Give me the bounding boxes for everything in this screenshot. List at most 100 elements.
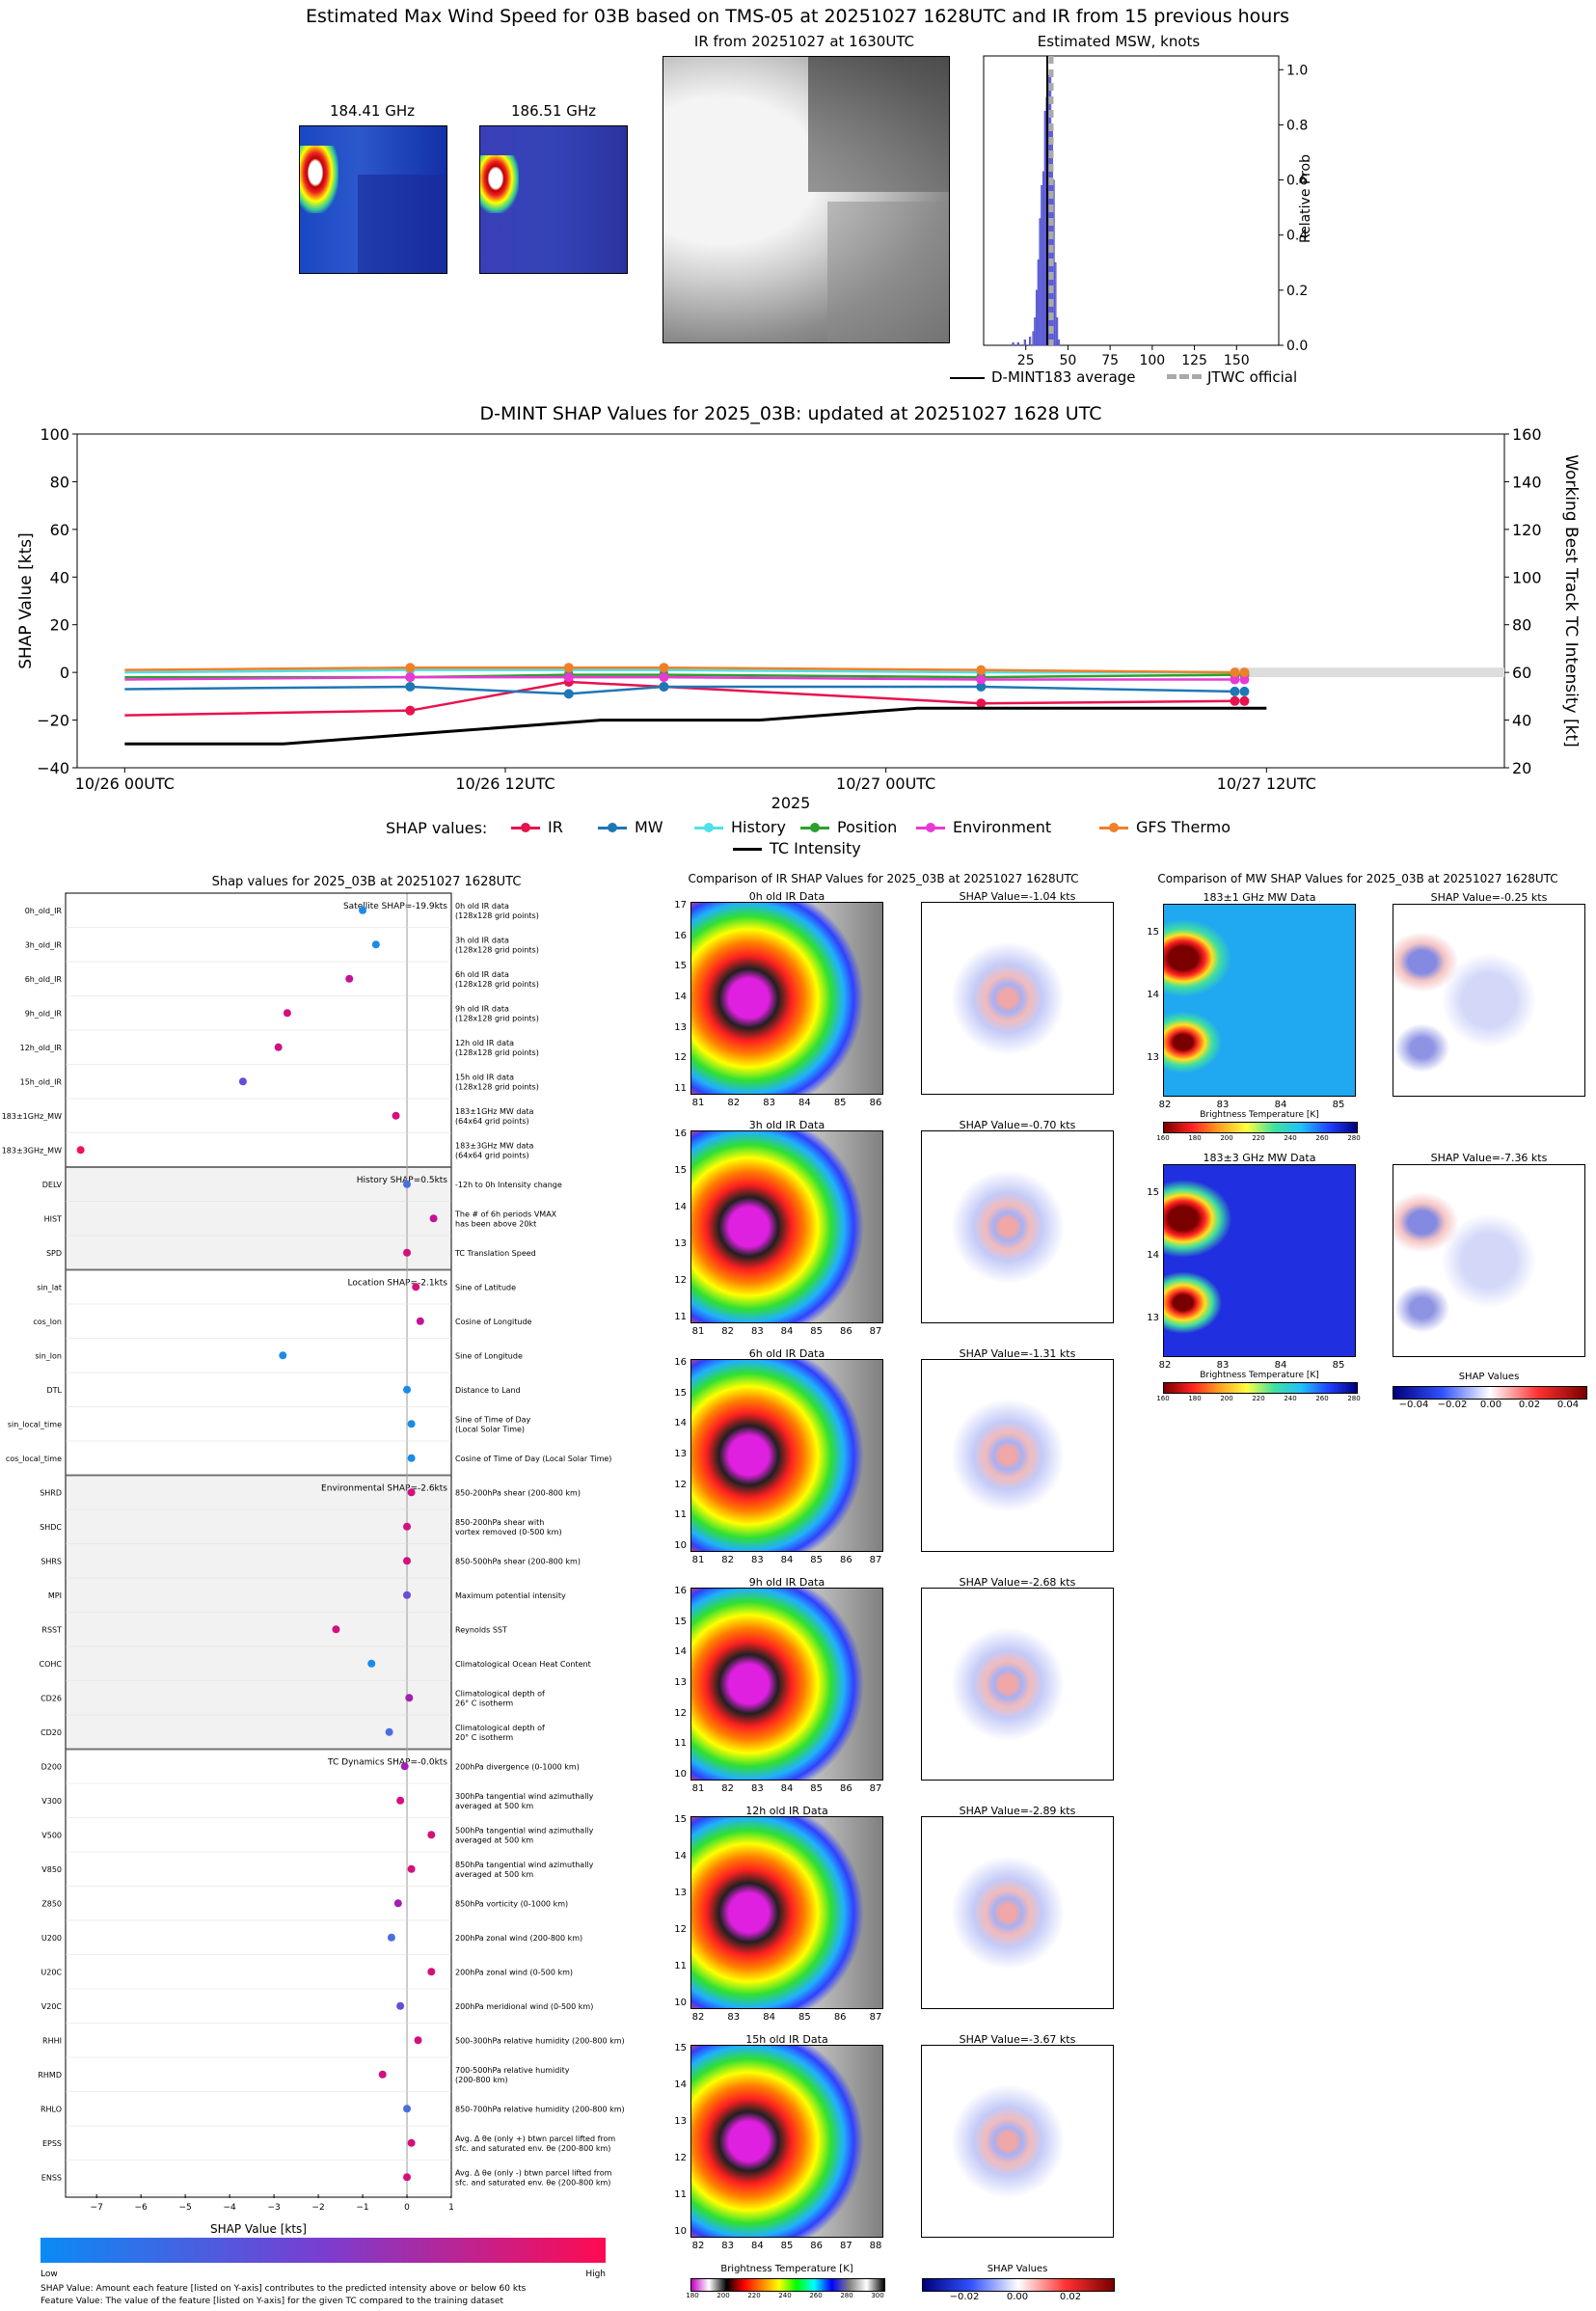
hist-bar <box>1041 185 1043 346</box>
feature-desc: 0h old IR data <box>455 902 509 911</box>
ir-xtick: 81 <box>691 1783 705 1794</box>
legend-avg-label: D-MINT183 average <box>991 368 1136 386</box>
feature-dot <box>359 906 367 914</box>
hist-xtick: 150 <box>1224 353 1250 368</box>
ts-left-tick: −40 <box>37 759 69 777</box>
feature-name: cos_local_time <box>6 1455 62 1463</box>
ir-xtick: 83 <box>750 1326 764 1337</box>
ir-ytick: 17 <box>674 900 687 911</box>
feature-desc: TC Translation Speed <box>454 1249 536 1258</box>
ts-legend-item: TC Intensity <box>770 839 861 857</box>
ir-cbar-tick: 200 <box>717 2292 730 2299</box>
feature-dot <box>407 1488 416 1497</box>
ir-cbar-tick: 220 <box>747 2292 761 2299</box>
ts-point <box>1230 667 1240 678</box>
feature-desc: Maximum potential intensity <box>455 1591 566 1600</box>
ir-xtick: 82 <box>691 2012 705 2023</box>
mw-data-title: 183±3 GHz MW Data <box>1203 1152 1316 1164</box>
mw-shap-cbar-tick: −0.04 <box>1398 1400 1429 1410</box>
ts-point <box>659 672 669 683</box>
feature-desc: (64x64 grid points) <box>455 1117 529 1126</box>
ir-ytick: 10 <box>674 1769 687 1780</box>
feature-name: sin_local_time <box>8 1420 62 1428</box>
ir-ytick: 11 <box>674 1312 687 1322</box>
ir-xtick: 86 <box>839 1555 852 1565</box>
hist-bar <box>1034 317 1037 346</box>
ir-ytick: 10 <box>674 1540 687 1551</box>
ts-xlabel: 2025 <box>771 794 811 812</box>
ts-left-tick: −20 <box>37 712 69 730</box>
feature-shap-chart: Satellite SHAP=-19.9kts History SHAP=0.5k… <box>2 892 625 2305</box>
feature-name: cos_lon <box>33 1318 62 1326</box>
ir-xtick: 85 <box>810 1326 824 1337</box>
ir-xtick: 88 <box>869 2241 882 2251</box>
ts-legend-dot <box>926 823 935 832</box>
feature-desc: 183±1GHz MW data <box>455 1107 533 1116</box>
ir-xtick: 85 <box>810 1783 824 1794</box>
feature-desc: 500hPa tangential wind azimuthally <box>455 1826 594 1835</box>
feature-dot <box>385 1727 393 1736</box>
ir-shap-image <box>921 1816 1114 2009</box>
ir-xtick: 86 <box>839 1783 852 1794</box>
ts-legend-dot <box>521 823 530 832</box>
mw-cbar-tick: 220 <box>1252 1395 1265 1402</box>
feature-name: V20C <box>41 2002 63 2011</box>
feature-desc: 200hPa meridional wind (0-500 km) <box>455 2002 593 2011</box>
feature-dot <box>405 1694 414 1702</box>
ts-xtick: 10/26 12UTC <box>455 775 555 793</box>
mw-cbar-tick: 260 <box>1315 1134 1329 1142</box>
ir-shap-image <box>921 1588 1114 1781</box>
ts-xtick: 10/27 12UTC <box>1217 775 1316 793</box>
feature-name: RHLO <box>41 2105 62 2113</box>
feature-dot <box>332 1625 340 1634</box>
feature-xtick: −7 <box>91 2203 103 2213</box>
hist-ytick: 0.6 <box>1286 174 1308 189</box>
ir-ytick: 12 <box>674 1479 687 1490</box>
feature-dot <box>427 1831 436 1839</box>
ir-xtick: 84 <box>780 1555 794 1565</box>
mw-ytick: 15 <box>1147 1187 1159 1198</box>
ts-legend-dot <box>810 823 820 832</box>
mw-shap-cbar-tick: 0.02 <box>1518 1400 1541 1410</box>
feature-dot <box>427 1968 436 1976</box>
ir-ytick: 15 <box>674 1616 687 1627</box>
feature-desc: 20° C isotherm <box>455 1733 513 1742</box>
ir-xtick: 82 <box>721 1326 735 1337</box>
ts-legend: SHAP values: IR MW History Position Environm… <box>386 816 1254 864</box>
ts-xtick: 10/27 00UTC <box>836 775 935 793</box>
feature-desc: The # of 6h periods VMAX <box>454 1210 557 1218</box>
cbar-high: High <box>585 2270 606 2279</box>
feature-desc: 850-200hPa shear (200-800 km) <box>455 1488 581 1497</box>
ts-left-tick: 0 <box>60 664 69 682</box>
feature-dot <box>403 1385 412 1394</box>
feature-desc: 500-300hPa relative humidity (200-800 km… <box>455 2036 625 2045</box>
ir-ytick: 12 <box>674 2153 687 2163</box>
ir-ytick: 13 <box>674 1449 687 1459</box>
ir-ytick: 14 <box>674 1851 687 1862</box>
feature-desc: has been above 20kt <box>455 1219 536 1228</box>
ir-shap-title: SHAP Value=-2.68 kts <box>959 1576 1076 1589</box>
mw-cbar-tick: 180 <box>1188 1134 1202 1142</box>
ir-ytick: 15 <box>674 961 687 972</box>
ir-ytick: 10 <box>674 2226 687 2237</box>
mw-shap-cbar-label: SHAP Values <box>1458 1372 1520 1382</box>
feature-dot <box>414 2036 422 2045</box>
feature-name: V850 <box>41 1865 62 1874</box>
feature-name: V500 <box>41 1831 62 1839</box>
mw-xtick: 84 <box>1274 1360 1287 1371</box>
feature-name: CD20 <box>41 1728 62 1737</box>
feature-desc: sfc. and saturated env. θe (200-800 km) <box>455 2178 610 2187</box>
ir-ytick: 16 <box>674 1586 687 1596</box>
ir-xtick: 82 <box>721 1555 735 1565</box>
mw-cbar-tick: 260 <box>1315 1395 1329 1402</box>
ir-ytick: 14 <box>674 1646 687 1658</box>
ir-data-title: 6h old IR Data <box>748 1347 825 1360</box>
ir-shap-image <box>921 1130 1114 1323</box>
feature-dot <box>403 1557 412 1565</box>
feature-desc: averaged at 500 km <box>455 1802 533 1810</box>
ir-shap-cbar-tick: −0.02 <box>949 2292 980 2302</box>
feature-xtick: −5 <box>178 2203 191 2213</box>
ir-data-image <box>690 1588 883 1781</box>
ir-xtick: 85 <box>780 2241 794 2251</box>
